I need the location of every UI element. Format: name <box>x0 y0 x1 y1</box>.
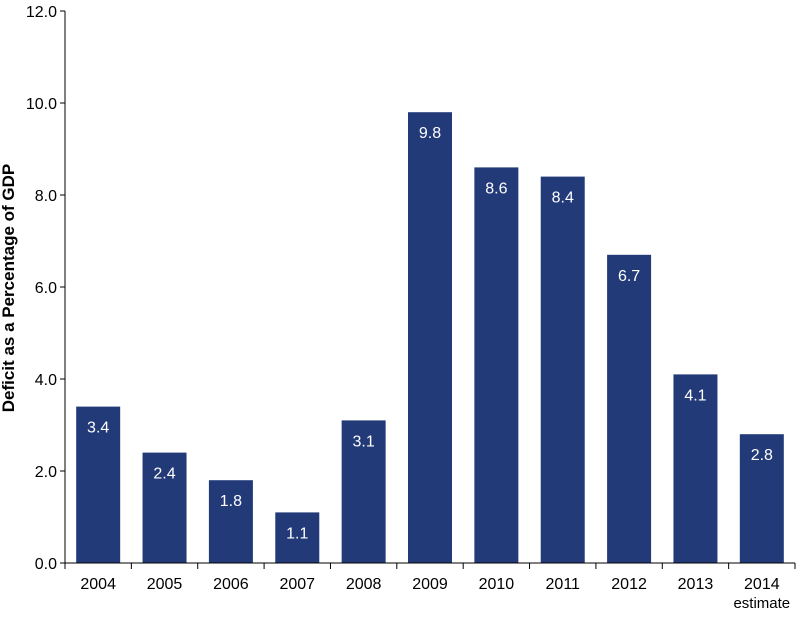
y-tick-label: 4.0 <box>35 372 57 389</box>
bar <box>341 420 386 563</box>
y-axis-title: Deficit as a Percentage of GDP <box>0 164 18 412</box>
x-tick-label: 2011 <box>546 576 581 593</box>
data-labels-group: 3.4 2.4 1.8 1.1 3.1 9.8 8.6 8.4 6.7 4.1 2.8 <box>87 125 773 542</box>
bar <box>275 512 320 563</box>
bar <box>142 452 187 563</box>
x-tick-label: 2004 <box>80 576 116 593</box>
x-tick-label: 2010 <box>479 576 515 593</box>
bars-group <box>76 112 784 564</box>
data-label: 8.6 <box>485 180 507 197</box>
y-tick-label: 2.0 <box>35 464 57 481</box>
data-label: 2.8 <box>751 447 773 464</box>
x-tick-label: 2008 <box>346 576 382 593</box>
bar <box>607 254 652 564</box>
bar <box>540 176 585 563</box>
data-label: 9.8 <box>419 125 441 142</box>
data-label: 3.4 <box>87 420 109 437</box>
data-label: 4.1 <box>684 387 706 404</box>
data-label: 2.4 <box>153 466 175 483</box>
y-tick-label: 8.0 <box>35 188 57 205</box>
x-tick-label: 2009 <box>412 576 448 593</box>
bar <box>474 167 519 563</box>
x-tick-label: 2005 <box>147 576 183 593</box>
y-tick-label: 0.0 <box>35 556 57 573</box>
bar <box>76 406 121 563</box>
x-tick-label: 2006 <box>213 576 249 593</box>
data-label: 1.1 <box>286 525 308 542</box>
data-label: 8.4 <box>552 190 574 207</box>
x-ticks-group: 2004 2005 2006 2007 2008 2009 2010 2011 2012 2013… <box>64 563 796 612</box>
bar <box>408 112 452 563</box>
bar <box>673 374 718 563</box>
bar <box>208 480 253 563</box>
bar <box>739 434 784 563</box>
x-tick-sublabel: estimate <box>733 595 790 612</box>
y-tick-label: 12.0 <box>26 4 57 21</box>
data-label: 3.1 <box>353 433 375 450</box>
y-tick-label: 6.0 <box>35 280 57 297</box>
x-tick-label: 2012 <box>611 576 647 593</box>
data-label: 6.7 <box>618 268 640 285</box>
x-tick-label: 2007 <box>279 576 315 593</box>
x-tick-label: 2014 <box>744 576 780 593</box>
x-tick-label: 2013 <box>678 576 714 593</box>
y-ticks-group: 0.0 2.0 4.0 6.0 8.0 10.0 12.0 <box>26 4 65 573</box>
y-tick-label: 10.0 <box>26 96 57 113</box>
data-label: 1.8 <box>220 493 242 510</box>
